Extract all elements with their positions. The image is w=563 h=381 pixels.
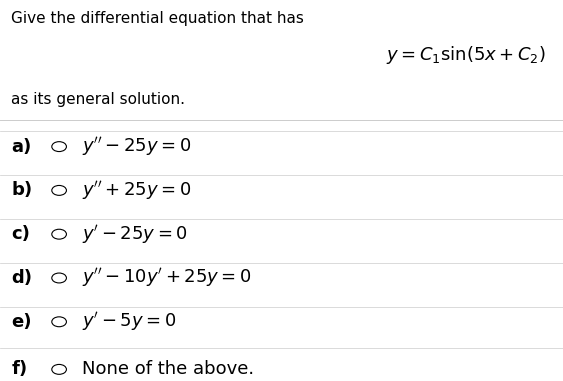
- Text: d): d): [11, 269, 32, 287]
- Text: $y'' - 25y = 0$: $y'' - 25y = 0$: [82, 135, 191, 158]
- Text: $y'' - 10y' + 25y = 0$: $y'' - 10y' + 25y = 0$: [82, 266, 251, 290]
- Text: $y'' + 25y = 0$: $y'' + 25y = 0$: [82, 179, 191, 202]
- Text: Give the differential equation that has: Give the differential equation that has: [11, 11, 304, 26]
- Text: c): c): [11, 225, 30, 243]
- Text: a): a): [11, 138, 32, 155]
- Text: f): f): [11, 360, 28, 378]
- Text: None of the above.: None of the above.: [82, 360, 254, 378]
- Text: $y' - 5y = 0$: $y' - 5y = 0$: [82, 310, 176, 333]
- Text: as its general solution.: as its general solution.: [11, 91, 185, 107]
- Text: $y = C_1 \sin(5x + C_2)$: $y = C_1 \sin(5x + C_2)$: [386, 44, 546, 66]
- Text: b): b): [11, 181, 33, 199]
- Text: $y' - 25y = 0$: $y' - 25y = 0$: [82, 223, 187, 246]
- Text: e): e): [11, 313, 32, 331]
